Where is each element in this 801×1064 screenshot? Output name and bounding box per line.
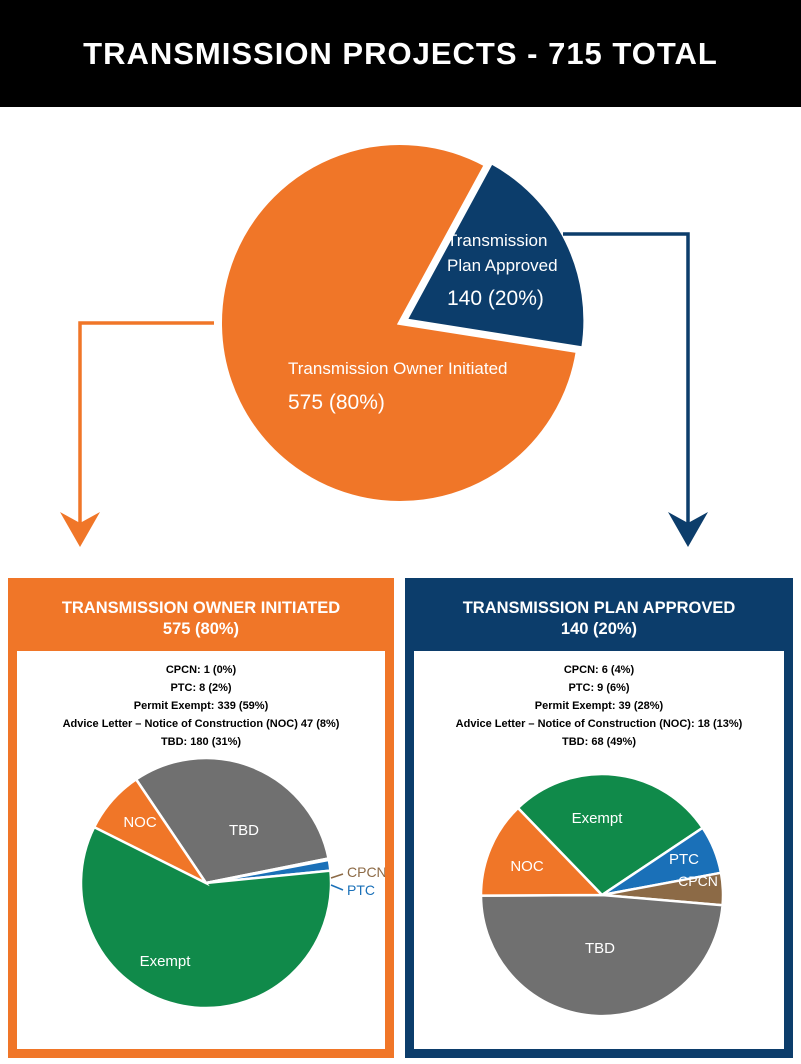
pie-slice-tbd: [479, 893, 724, 1018]
arrow-line-plan-approved: [563, 232, 690, 527]
slice-label-cpcn: CPCN: [678, 873, 718, 889]
pie-slice-transmission-plan-approved: [402, 159, 588, 351]
slice-label-exempt: Exempt: [572, 810, 624, 827]
plan-approved-panel: TRANSMISSION PLAN APPROVED 140 (20%) CPC…: [405, 578, 793, 1058]
slice-label-tbd: TBD: [229, 822, 259, 839]
slice-label-tbd: TBD: [585, 940, 615, 957]
stat-line: PTC: 8 (2%): [170, 682, 232, 694]
plan-approved-panel-title: TRANSMISSION PLAN APPROVED: [462, 599, 736, 617]
slice-value-plan-approved: 140 (20%): [447, 287, 544, 310]
page-header: TRANSMISSION PROJECTS - 715 TOTAL: [0, 0, 801, 107]
stat-line: TBD: 68 (49%): [562, 736, 636, 748]
owner-initiated-panel-header: TRANSMISSION OWNER INITIATED 575 (80%): [17, 587, 385, 651]
pie-slice-exempt: [79, 825, 333, 1010]
plan-approved-stats: CPCN: 6 (4%) PTC: 9 (6%) Permit Exempt: …: [414, 651, 784, 751]
plan-approved-panel-body: CPCN: 6 (4%) PTC: 9 (6%) Permit Exempt: …: [414, 651, 784, 1049]
pie-slice-exempt: [516, 772, 705, 897]
leader-line-ptc: [330, 884, 344, 891]
pie-slice-noc: [92, 777, 210, 887]
page-title: TRANSMISSION PROJECTS - 715 TOTAL: [83, 35, 718, 71]
stat-line: PTC: 9 (6%): [568, 682, 630, 694]
stat-line: Advice Letter – Notice of Construction (…: [62, 718, 340, 730]
plan-approved-pie-chart: Exempt PTC CPCN TBD NOC: [479, 772, 725, 1018]
arrow-line-owner-initiated: [78, 321, 214, 527]
stat-line: CPCN: 1 (0%): [165, 664, 237, 676]
slice-label-ptc: PTC: [669, 851, 699, 868]
owner-initiated-panel-body: CPCN: 1 (0%) PTC: 8 (2%) Permit Exempt: …: [17, 651, 385, 1049]
owner-initiated-panel-subtitle: 575 (80%): [162, 620, 240, 638]
leader-line-cpcn: [330, 873, 344, 879]
slice-label-cpcn: CPCN: [347, 864, 385, 880]
plan-approved-panel-header: TRANSMISSION PLAN APPROVED 140 (20%): [414, 587, 784, 651]
plan-approved-panel-subtitle: 140 (20%): [560, 620, 638, 638]
stat-line: CPCN: 6 (4%): [563, 664, 635, 676]
owner-initiated-stats: CPCN: 1 (0%) PTC: 8 (2%) Permit Exempt: …: [17, 651, 385, 751]
slice-label-noc: NOC: [123, 814, 157, 831]
pie-slice-transmission-owner-initiated: [218, 141, 581, 505]
owner-initiated-pie-chart: TBD CPCN PTC Exempt NOC: [79, 757, 385, 1010]
owner-initiated-panel-title: TRANSMISSION OWNER INITIATED: [61, 599, 341, 617]
slice-label-plan-approved: Transmission Plan Approved: [447, 231, 558, 275]
slice-label-noc: NOC: [510, 858, 544, 875]
slice-label-line: Plan Approved: [447, 256, 558, 275]
slice-label-exempt: Exempt: [140, 953, 192, 970]
arrow-head-owner-initiated: [60, 512, 100, 547]
stat-line: TBD: 180 (31%): [160, 736, 242, 748]
pie-slice-tbd: [134, 757, 331, 885]
slice-label-owner-initiated: Transmission Owner Initiated: [288, 359, 508, 378]
stat-line: Permit Exempt: 39 (28%): [534, 700, 664, 712]
stat-line: Advice Letter – Notice of Construction (…: [455, 718, 743, 730]
pie-slice-noc: [479, 806, 605, 897]
owner-initiated-panel: TRANSMISSION OWNER INITIATED 575 (80%) C…: [8, 578, 394, 1058]
slice-label-line: Transmission: [447, 231, 547, 250]
slice-label-ptc: PTC: [347, 882, 375, 898]
overview-pie-chart: Transmission Plan Approved 140 (20%) Transm…: [60, 141, 708, 547]
slice-value-owner-initiated: 575 (80%): [288, 391, 385, 414]
arrow-head-plan-approved: [668, 512, 708, 547]
stat-line: Permit Exempt: 339 (59%): [133, 700, 269, 712]
